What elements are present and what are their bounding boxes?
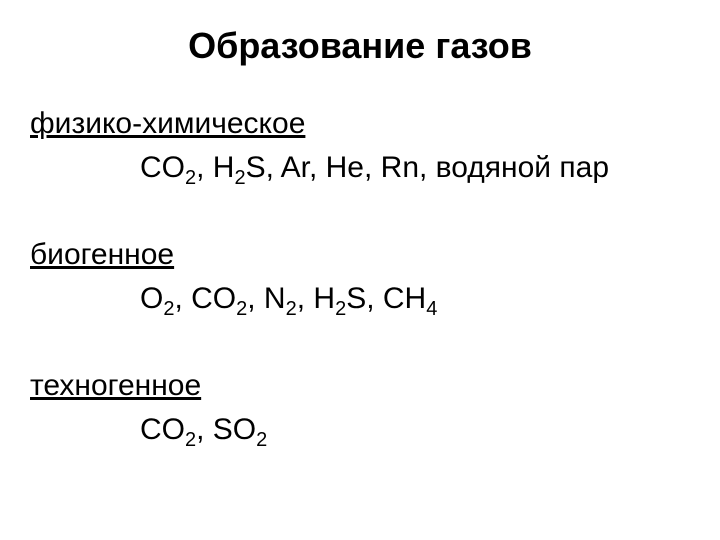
formula-line: CO2, H2S, Ar, He, Rn, водяной пар [30,151,690,190]
formula-line: O2, CO2, N2, H2S, CH4 [30,282,690,321]
section-biogenic: биогенное O2, CO2, N2, H2S, CH4 [30,238,690,321]
section-technogenic: техногенное CO2, SO2 [30,369,690,452]
section-heading: физико-химическое [30,107,690,141]
section-physicochemical: физико-химическое CO2, H2S, Ar, He, Rn, … [30,107,690,190]
page-title: Образование газов [30,25,690,67]
section-heading: техногенное [30,369,690,403]
formula-line: CO2, SO2 [30,413,690,452]
section-heading: биогенное [30,238,690,272]
